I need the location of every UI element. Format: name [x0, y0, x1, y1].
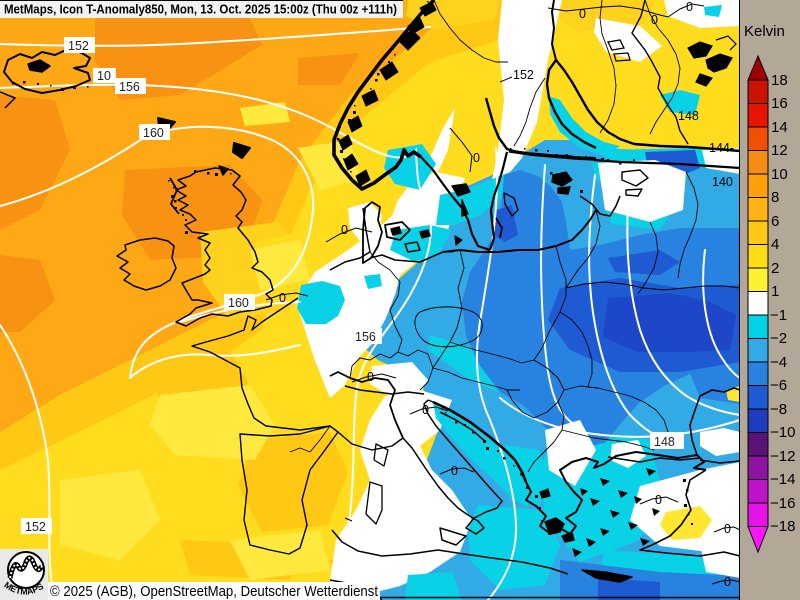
svg-text:140: 140: [712, 175, 733, 189]
svg-text:0: 0: [451, 464, 458, 478]
svg-text:16: 16: [771, 95, 788, 112]
svg-text:8: 8: [771, 189, 779, 206]
svg-text:© 2025 (AGB), OpenStreetMap, D: © 2025 (AGB), OpenStreetMap, Deutscher W…: [50, 584, 378, 600]
svg-text:0: 0: [367, 370, 374, 384]
svg-text:0: 0: [724, 575, 731, 589]
svg-text:−1: −1: [770, 307, 787, 324]
svg-text:0: 0: [686, 0, 693, 14]
svg-text:6: 6: [771, 213, 779, 230]
svg-text:−18: −18: [770, 518, 795, 535]
svg-text:18: 18: [771, 72, 788, 89]
svg-text:10: 10: [97, 69, 111, 83]
svg-text:1: 1: [771, 283, 779, 300]
svg-text:0: 0: [422, 403, 429, 417]
svg-text:−2: −2: [770, 330, 787, 347]
svg-text:148: 148: [678, 109, 699, 123]
svg-text:148: 148: [654, 435, 675, 449]
svg-text:MetMaps, Icon T-Anomaly850, Mo: MetMaps, Icon T-Anomaly850, Mon, 13. Oct…: [4, 2, 397, 17]
svg-text:14: 14: [771, 119, 788, 136]
svg-text:144-: 144-: [709, 141, 734, 155]
svg-text:156: 156: [355, 330, 376, 344]
svg-text:−14: −14: [770, 471, 795, 488]
svg-text:160: 160: [228, 296, 249, 310]
svg-text:−8: −8: [770, 401, 787, 418]
svg-text:−4: −4: [770, 354, 787, 371]
svg-text:152: 152: [68, 39, 89, 53]
svg-text:2: 2: [771, 260, 779, 277]
svg-text:0: 0: [724, 522, 731, 536]
svg-text:−16: −16: [770, 495, 795, 512]
svg-text:0: 0: [473, 151, 480, 165]
svg-text:−10: −10: [770, 424, 795, 441]
svg-text:0: 0: [579, 7, 586, 21]
svg-text:160: 160: [143, 126, 164, 140]
svg-text:0: 0: [279, 291, 286, 305]
svg-text:−12: −12: [770, 448, 795, 465]
svg-text:152: 152: [25, 520, 46, 534]
svg-text:0: 0: [655, 493, 662, 507]
svg-text:0: 0: [651, 13, 658, 27]
svg-text:152: 152: [513, 68, 534, 82]
svg-text:−6: −6: [770, 377, 787, 394]
svg-text:4: 4: [771, 236, 779, 253]
svg-text:10: 10: [771, 166, 788, 183]
svg-text:Kelvin: Kelvin: [744, 23, 785, 40]
svg-text:12: 12: [771, 142, 788, 159]
svg-text:156: 156: [119, 80, 140, 94]
svg-text:0: 0: [341, 223, 348, 237]
